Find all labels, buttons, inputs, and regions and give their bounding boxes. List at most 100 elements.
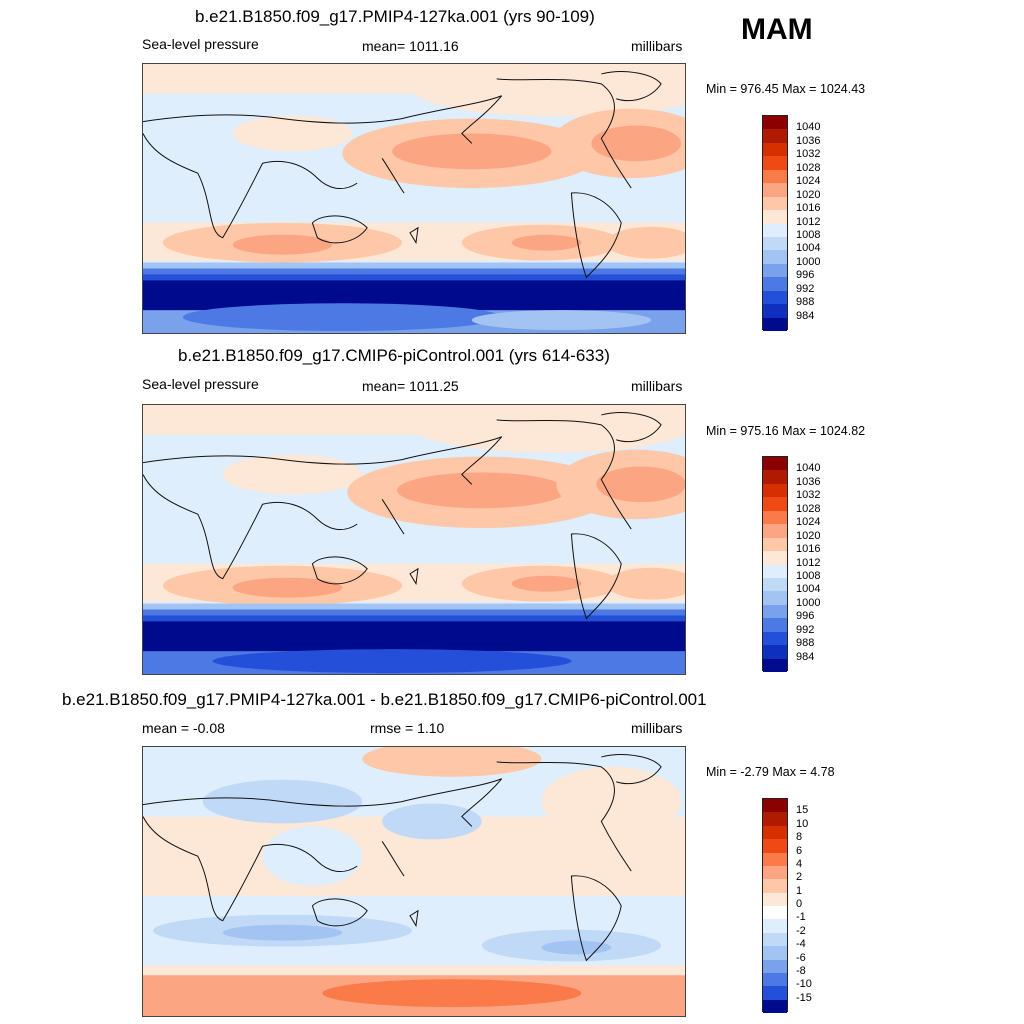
colorbar-label: 992: [796, 623, 815, 636]
colorbar-label: -15: [796, 991, 812, 1004]
colorbar-label: 988: [796, 296, 815, 309]
panel-3-colorbar: [762, 798, 788, 1013]
colorbar-label: 1028: [796, 161, 821, 174]
colorbar-label: -6: [796, 951, 806, 964]
colorbar-cell: [763, 497, 787, 511]
colorbar-cell: [763, 604, 787, 619]
colorbar-label: 1032: [796, 489, 821, 502]
colorbar-cell: [763, 825, 787, 840]
panel-2-minmax: Min = 975.16 Max = 1024.82: [706, 424, 866, 438]
colorbar-label: 1004: [796, 583, 821, 596]
panel-1-contour-map: [143, 64, 685, 333]
colorbar-label: 1012: [796, 556, 821, 569]
colorbar-cell: [763, 839, 787, 853]
colorbar-label: 1032: [796, 148, 821, 161]
colorbar-label: 1036: [796, 475, 821, 488]
colorbar-label: 1016: [796, 202, 821, 215]
panel-1-field-label: Sea-level pressure: [142, 36, 259, 52]
colorbar-cell: [763, 483, 787, 498]
colorbar-label: 996: [796, 269, 815, 282]
colorbar-cell: [763, 879, 787, 893]
colorbar-cell: [763, 510, 787, 525]
panel-2-mean: mean= 1011.25: [362, 378, 459, 394]
panel-3-contour-map: [143, 747, 685, 1016]
colorbar-label: 1028: [796, 502, 821, 515]
colorbar-cell: [763, 250, 787, 264]
colorbar-cell: [763, 317, 787, 331]
colorbar-label: 992: [796, 282, 815, 295]
colorbar-cell: [763, 645, 787, 659]
colorbar-label: 1012: [796, 215, 821, 228]
panel-1-mean: mean= 1011.16: [362, 38, 459, 54]
colorbar-label: 1020: [796, 188, 821, 201]
colorbar-label: -4: [796, 938, 806, 951]
colorbar-cell: [763, 852, 787, 866]
colorbar-label: 10: [796, 817, 809, 830]
colorbar-label: 984: [796, 650, 815, 663]
colorbar-cell: [763, 631, 787, 646]
colorbar-cell: [763, 959, 787, 973]
panel-1-units: millibars: [631, 38, 683, 54]
colorbar-label: 996: [796, 610, 815, 623]
colorbar-cell: [763, 277, 787, 291]
colorbar-label: 1024: [796, 516, 821, 529]
colorbar-label: -2: [796, 924, 806, 937]
colorbar-cell: [763, 812, 787, 826]
colorbar-label: -1: [796, 911, 806, 924]
colorbar-cell: [763, 537, 787, 552]
colorbar-label: 0: [796, 898, 803, 910]
colorbar-label: 1004: [796, 242, 821, 255]
colorbar-cell: [763, 223, 787, 237]
colorbar-label: 6: [796, 844, 803, 857]
panel-1-minmax: Min = 976.45 Max = 1024.43: [706, 82, 866, 96]
colorbar-cell: [763, 236, 787, 251]
colorbar-cell: [763, 892, 787, 906]
colorbar-cell: [763, 799, 787, 813]
colorbar-cell: [763, 577, 787, 592]
colorbar-cell: [763, 932, 787, 947]
colorbar-cell: [763, 290, 787, 305]
colorbar-cell: [763, 116, 787, 130]
colorbar-label: 1040: [796, 462, 821, 475]
colorbar-cell: [763, 142, 787, 157]
panel-3-map: [142, 746, 686, 1017]
colorbar-label: 2: [796, 871, 803, 884]
colorbar-cell: [763, 865, 787, 880]
colorbar-cell: [763, 263, 787, 278]
colorbar-label: 1008: [796, 228, 821, 241]
colorbar-label: 1036: [796, 134, 821, 147]
panel-2-map: [142, 404, 686, 675]
colorbar-cell: [763, 183, 787, 197]
panel-2-contour-map: [143, 405, 685, 674]
panel-2-field-label: Sea-level pressure: [142, 376, 259, 392]
colorbar-label: -10: [796, 978, 812, 991]
colorbar-cell: [763, 946, 787, 960]
colorbar-cell: [763, 551, 787, 565]
panel-2-colorbar: [762, 456, 788, 672]
panel-1-map: [142, 63, 686, 334]
panel-3-minmax: Min = -2.79 Max = 4.78: [706, 765, 835, 779]
colorbar-label: 984: [796, 309, 815, 322]
colorbar-cell: [763, 169, 787, 184]
colorbar-cell: [763, 919, 787, 933]
colorbar-cell: [763, 564, 787, 578]
colorbar-label: 1000: [796, 255, 821, 268]
colorbar-cell: [763, 457, 787, 471]
panel-2-title: b.e21.B1850.f09_g17.CMIP6-piControl.001 …: [178, 346, 610, 365]
colorbar-cell: [763, 210, 787, 224]
colorbar-label: 988: [796, 637, 815, 650]
colorbar-cell: [763, 999, 787, 1013]
colorbar-label: 1: [796, 884, 803, 897]
colorbar-label: -8: [796, 964, 806, 977]
colorbar-cell: [763, 618, 787, 632]
panel-3-mean: mean = -0.08: [142, 720, 225, 736]
colorbar-cell: [763, 156, 787, 170]
panel-3-units: millibars: [631, 720, 683, 736]
panel-1-title: b.e21.B1850.f09_g17.PMIP4-127ka.001 (yrs…: [195, 7, 595, 26]
panel-2-units: millibars: [631, 378, 683, 394]
colorbar-cell: [763, 658, 787, 672]
panel-3-rmse: rmse = 1.10: [370, 720, 445, 736]
colorbar-cell: [763, 470, 787, 484]
colorbar-label: 1024: [796, 175, 821, 188]
colorbar-cell: [763, 591, 787, 605]
